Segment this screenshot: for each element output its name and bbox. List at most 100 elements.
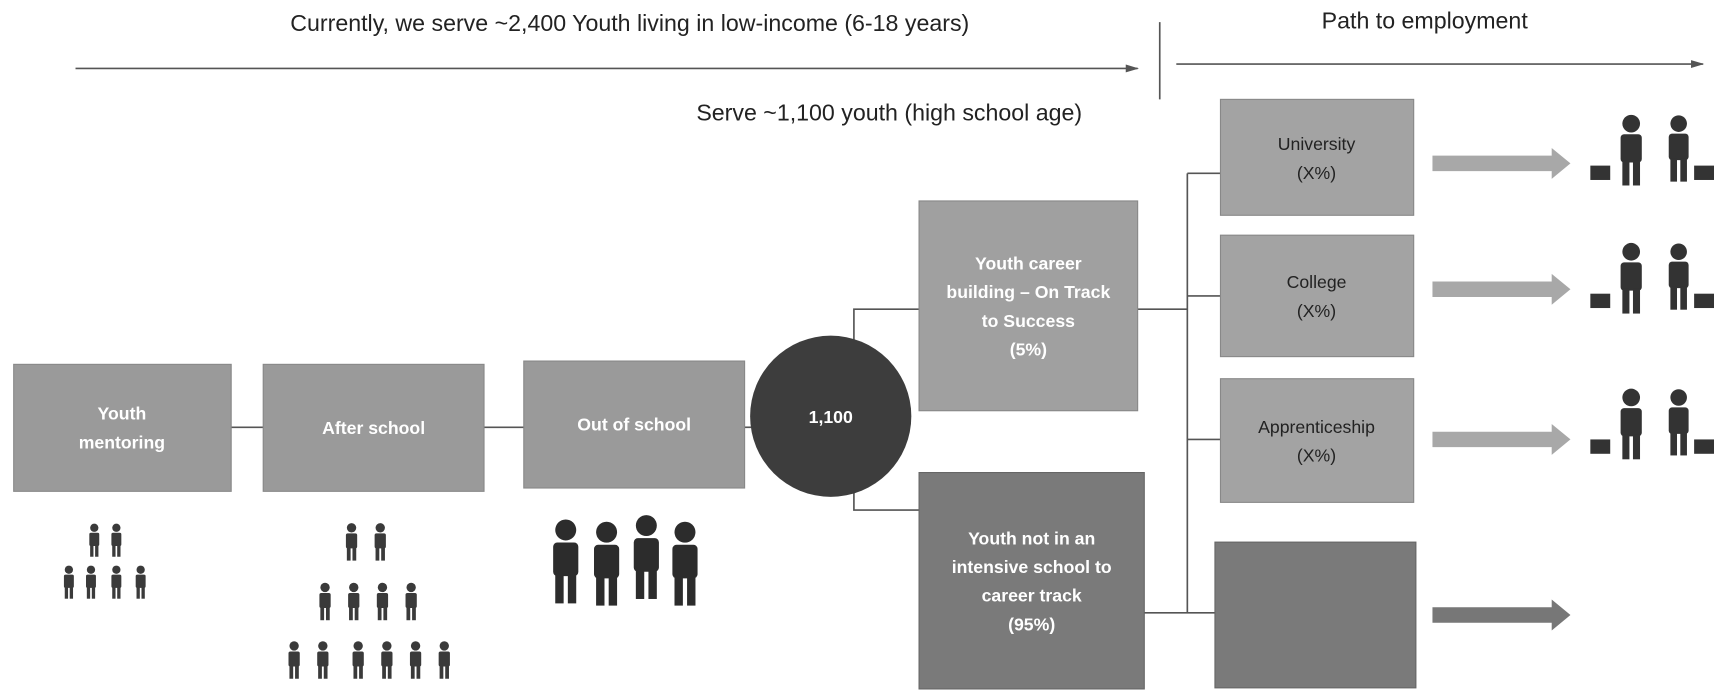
person-head [636,515,657,536]
person-body [553,543,578,577]
person-leg [1680,287,1687,310]
person-leg [381,547,385,560]
person-leg [1680,432,1687,455]
diagram: Currently, we serve ~2,400 Youth living … [0,0,1731,700]
person-head [347,523,356,532]
person-leg [555,574,563,603]
person-head [674,522,695,543]
person-head [112,566,120,574]
subheader: Serve ~1,100 youth (high school age) [696,99,1082,125]
arrow [1432,274,1570,305]
outcome-box [1220,235,1413,356]
person-head [1622,243,1640,261]
person-body [317,652,328,667]
box-label-line: (X%) [1297,163,1336,183]
track-box [919,473,1144,689]
header-right: Path to employment [1322,8,1529,34]
box-label-line: Youth [98,404,147,424]
person-leg [95,545,98,557]
box-label-line: mentoring [79,432,165,452]
person-body [64,575,74,588]
person-body [1669,134,1689,160]
person-leg [1633,435,1640,460]
person-leg [609,576,617,605]
program-box [14,364,232,491]
person-leg [674,576,682,605]
person-leg [445,666,449,679]
person-head [440,641,449,650]
box-label-line: career track [982,586,1082,606]
person-body [319,593,330,608]
person-leg [1670,287,1677,310]
person-leg [1622,289,1629,314]
briefcase [1694,294,1714,308]
person-leg [1670,432,1677,455]
outcome-arrows [1432,148,1570,630]
person-head [137,566,145,574]
person-body [672,545,697,579]
person-body [1621,134,1642,162]
person-body [410,652,421,667]
person-head [376,523,385,532]
person-leg [326,607,330,620]
person-leg [324,666,328,679]
box-label-line: Youth not in an [968,528,1095,548]
person-body [1621,408,1642,436]
person-body [346,533,357,548]
person-leg [417,666,421,679]
arrow [1432,148,1570,179]
briefcase [1694,166,1714,180]
person-leg [320,607,324,620]
hub-label: 1,100 [809,407,853,427]
box-label-line: (95%) [1008,614,1055,634]
box-label-line: intensive school to [952,557,1112,577]
arrow [1432,424,1570,455]
person-leg [295,666,299,679]
person-leg [568,574,576,603]
person-leg [1680,158,1687,181]
person-leg [353,666,357,679]
person-leg [636,570,644,599]
person-head [382,641,391,650]
person-body [594,545,619,579]
person-leg [289,666,293,679]
person-body [1621,262,1642,290]
person-head [1670,243,1687,260]
person-leg [406,607,410,620]
person-head [112,524,120,532]
outcome-box [1220,99,1413,215]
box-label-line: to Success [982,311,1075,331]
person-head [320,583,329,592]
person-leg [378,607,382,620]
person-body [439,652,450,667]
person-leg [1670,158,1677,181]
person-head [411,641,420,650]
person-head [289,641,298,650]
box-label-line: Youth career [975,253,1082,273]
person-body [634,538,659,572]
person-body [348,593,359,608]
person-leg [355,607,359,620]
box-label-line: Apprenticeship [1258,417,1375,437]
briefcase [1590,294,1610,308]
person-head [90,524,98,532]
person-leg [92,587,95,599]
person-body [381,652,392,667]
person-body [353,652,364,667]
box-label-line: College [1287,272,1347,292]
person-leg [70,587,73,599]
person-leg [65,587,68,599]
briefcase [1590,439,1610,453]
person-leg [376,547,380,560]
person-body [111,533,121,546]
person-leg [87,587,90,599]
box-label-line: (X%) [1297,301,1336,321]
person-leg [382,666,386,679]
person-body [136,575,146,588]
person-leg [1622,161,1629,186]
arrow [1432,600,1570,631]
box-label-line: (5%) [1010,340,1047,360]
person-leg [411,666,415,679]
outcome-box [1220,379,1413,503]
page: Currently, we serve ~2,400 Youth living … [0,0,1731,700]
